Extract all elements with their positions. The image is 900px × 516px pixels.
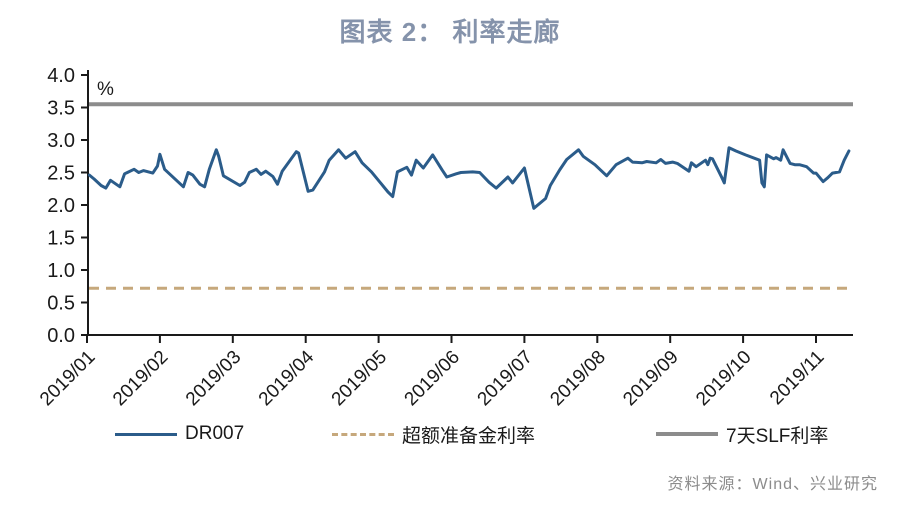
series-line-dr007 — [87, 146, 851, 210]
chart-title: 图表 2： 利率走廊 — [339, 17, 561, 47]
legend-label-dr007: DR007 — [185, 423, 245, 444]
legend-item-excess-reserve-rate: 超额准备金利率 — [332, 421, 535, 447]
x-tick-label: 2019/03 — [182, 347, 245, 410]
y-tick-label: 3.0 — [47, 130, 75, 152]
excess-reserve-dashed-swatch — [332, 432, 394, 436]
x-tick-label: 2019/11 — [766, 347, 828, 409]
y-tick-label: 2.5 — [47, 163, 75, 185]
y-tick-label: 2.0 — [47, 195, 75, 217]
x-tick-label: 2019/06 — [401, 347, 464, 410]
x-tick-label: 2019/09 — [619, 347, 682, 410]
x-tick-label: 2019/08 — [546, 347, 609, 410]
legend-item-dr007: DR007 — [115, 421, 244, 447]
x-tick-label: 2019/07 — [474, 347, 537, 410]
y-tick-label: 0.0 — [47, 325, 75, 347]
x-tick-label: 2019/04 — [255, 346, 319, 410]
x-tick-label: 2019/10 — [692, 347, 755, 410]
y-tick-label: 0.5 — [47, 293, 75, 315]
legend-item-7d-slf-rate: 7天SLF利率 — [656, 421, 828, 447]
slf-line-swatch — [656, 432, 718, 436]
y-tick-label: 3.5 — [47, 98, 75, 120]
legend-label-excess-reserve-rate: 超额准备金利率 — [402, 425, 536, 447]
y-tick-label: 4.0 — [47, 65, 75, 87]
x-tick-label: 2019/02 — [109, 347, 172, 410]
axes — [87, 70, 853, 336]
source-note: 资料来源：Wind、兴业研究 — [667, 476, 878, 493]
x-tick-label: 2019/01 — [36, 347, 99, 410]
dr007-line-swatch — [115, 432, 177, 436]
legend-label-7d-slf-rate: 7天SLF利率 — [726, 425, 829, 447]
y-tick-label: 1.5 — [47, 228, 75, 250]
x-tick-label: 2019/05 — [328, 347, 391, 410]
y-axis-unit-label: % — [97, 79, 114, 100]
y-tick-label: 1.0 — [47, 260, 75, 282]
